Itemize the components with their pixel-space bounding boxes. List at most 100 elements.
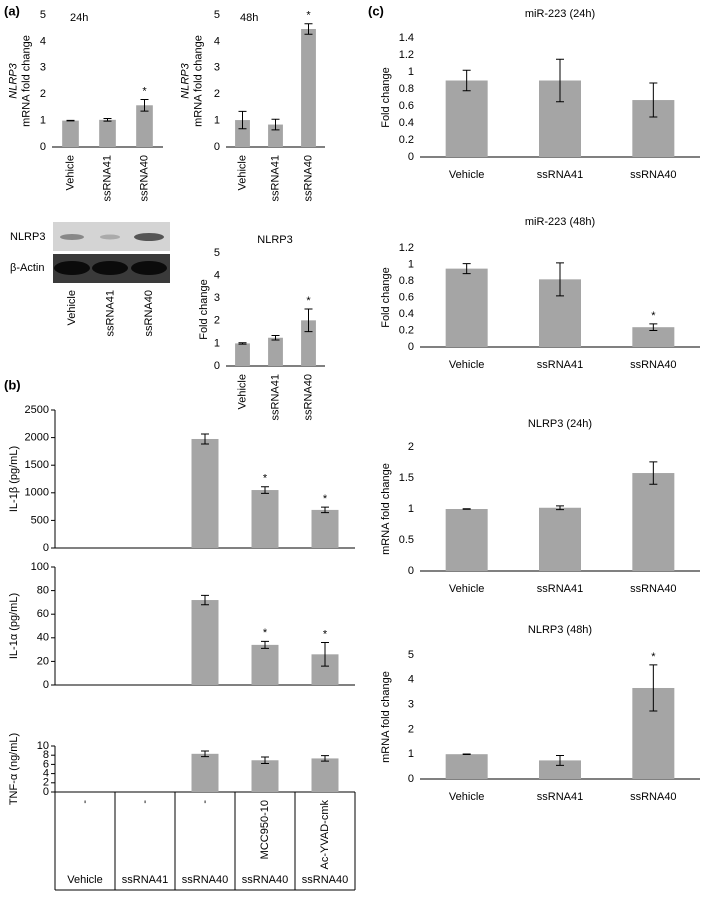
y-axis-label: mRNA fold change — [20, 35, 32, 127]
y-tick-label: 5 — [214, 9, 220, 21]
y-axis-label: Fold change — [380, 267, 392, 328]
y-tick-label: 1500 — [25, 459, 49, 471]
y-tick-label: 4 — [214, 270, 220, 282]
x-tick-label: Vehicle — [449, 359, 484, 371]
y-tick-label: 1000 — [25, 487, 49, 499]
bar — [252, 645, 279, 685]
bar — [446, 509, 488, 571]
y-tick-label: 2 — [214, 88, 220, 100]
table-cell: - — [79, 800, 91, 804]
y-axis-label: NLRP3 — [7, 62, 19, 98]
table-cell: - — [139, 800, 151, 804]
y-tick-label: 0.8 — [399, 83, 414, 95]
x-tick-label: Vehicle — [449, 169, 484, 181]
chart-title: NLRP3 (24h) — [528, 418, 592, 430]
bar — [99, 120, 116, 147]
x-tick-label: ssRNA41 — [537, 583, 583, 595]
bar — [312, 758, 339, 792]
x-tick-label: ssRNA40 — [630, 583, 676, 595]
y-tick-label: 1 — [408, 66, 414, 78]
x-tick-label: ssRNA40 — [630, 169, 676, 181]
blot-lane-label: ssRNA40 — [143, 290, 155, 336]
table-cell: MCC950-10 — [259, 800, 271, 859]
blot-row-label: β-Actin — [10, 262, 44, 274]
y-tick-label: 0 — [408, 773, 414, 785]
y-tick-label: 1.2 — [399, 242, 414, 254]
y-tick-label: 1.2 — [399, 49, 414, 61]
significance-mark: * — [263, 473, 268, 485]
error-bar — [463, 509, 471, 510]
y-tick-label: 2500 — [25, 404, 49, 416]
x-tick-label: ssRNA41 — [537, 791, 583, 803]
blot-lane-label: ssRNA41 — [104, 290, 116, 336]
y-tick-label: 2 — [408, 441, 414, 453]
x-tick-label: Vehicle — [449, 791, 484, 803]
significance-mark: * — [142, 85, 147, 97]
y-tick-label: 1 — [214, 115, 220, 127]
significance-mark: * — [323, 493, 328, 505]
x-tick-label: ssRNA41 — [537, 359, 583, 371]
y-tick-label: 1 — [214, 337, 220, 349]
y-tick-label: 5 — [408, 649, 414, 661]
y-axis-label: Fold change — [380, 67, 392, 128]
y-tick-label: 2 — [40, 88, 46, 100]
chart-title: miR-223 (48h) — [525, 216, 595, 228]
significance-mark: * — [651, 651, 656, 663]
y-tick-label: 0 — [408, 341, 414, 353]
y-tick-label: 0 — [214, 360, 220, 372]
table-cell: ssRNA40 — [302, 874, 348, 886]
x-tick-label: ssRNA41 — [269, 155, 281, 201]
bar — [192, 439, 219, 548]
bar — [235, 343, 250, 366]
y-tick-label: 0.5 — [399, 534, 414, 546]
y-tick-label: 0 — [408, 151, 414, 163]
bar — [192, 754, 219, 792]
y-axis-label: mRNA fold change — [380, 671, 392, 763]
chart-title: NLRP3 (48h) — [528, 624, 592, 636]
x-tick-label: ssRNA41 — [269, 374, 281, 420]
significance-mark: * — [306, 10, 311, 22]
x-tick-label: Vehicle — [236, 155, 248, 190]
table-cell: ssRNA40 — [242, 874, 288, 886]
x-tick-label: Vehicle — [449, 583, 484, 595]
chart-title: 48h — [240, 12, 258, 24]
blot-band — [60, 234, 84, 240]
table-cell: ssRNA41 — [122, 874, 168, 886]
y-axis-label: TNF-α (ng/mL) — [8, 733, 20, 805]
y-tick-label: 5 — [40, 9, 46, 21]
bar — [539, 508, 581, 571]
y-tick-label: 1 — [408, 748, 414, 760]
y-tick-label: 500 — [31, 514, 49, 526]
y-tick-label: 0.4 — [399, 308, 414, 320]
blot-band — [92, 261, 128, 275]
table-cell: ssRNA40 — [182, 874, 228, 886]
y-tick-label: 0 — [43, 679, 49, 691]
y-tick-label: 0 — [43, 542, 49, 554]
blot-row-label: NLRP3 — [10, 231, 45, 243]
table-cell: Ac-YVAD-cmk — [319, 800, 331, 870]
x-tick-label: ssRNA41 — [101, 155, 113, 201]
bar — [301, 29, 316, 147]
bar — [446, 269, 488, 347]
y-tick-label: 2 — [408, 723, 414, 735]
y-tick-label: 2 — [214, 315, 220, 327]
bar — [632, 473, 674, 571]
table-cell: Vehicle — [67, 874, 102, 886]
chart-title: NLRP3 — [257, 234, 292, 246]
bar — [446, 754, 488, 779]
x-tick-label: ssRNA41 — [537, 169, 583, 181]
y-tick-label: 40 — [37, 632, 49, 644]
y-axis-label: IL-1β (pg/mL) — [8, 446, 20, 512]
panel-label: (b) — [4, 377, 21, 392]
y-tick-label: 0 — [214, 141, 220, 153]
y-tick-label: 0.4 — [399, 117, 414, 129]
bar — [268, 338, 283, 366]
error-bar — [67, 120, 75, 121]
blot-band — [100, 235, 120, 240]
bar — [252, 490, 279, 548]
x-tick-label: Vehicle — [236, 374, 248, 409]
y-tick-label: 0.8 — [399, 275, 414, 287]
blot-lane-label: Vehicle — [66, 290, 78, 325]
significance-mark: * — [306, 295, 311, 307]
y-axis-label: IL-1α (pg/mL) — [8, 593, 20, 659]
